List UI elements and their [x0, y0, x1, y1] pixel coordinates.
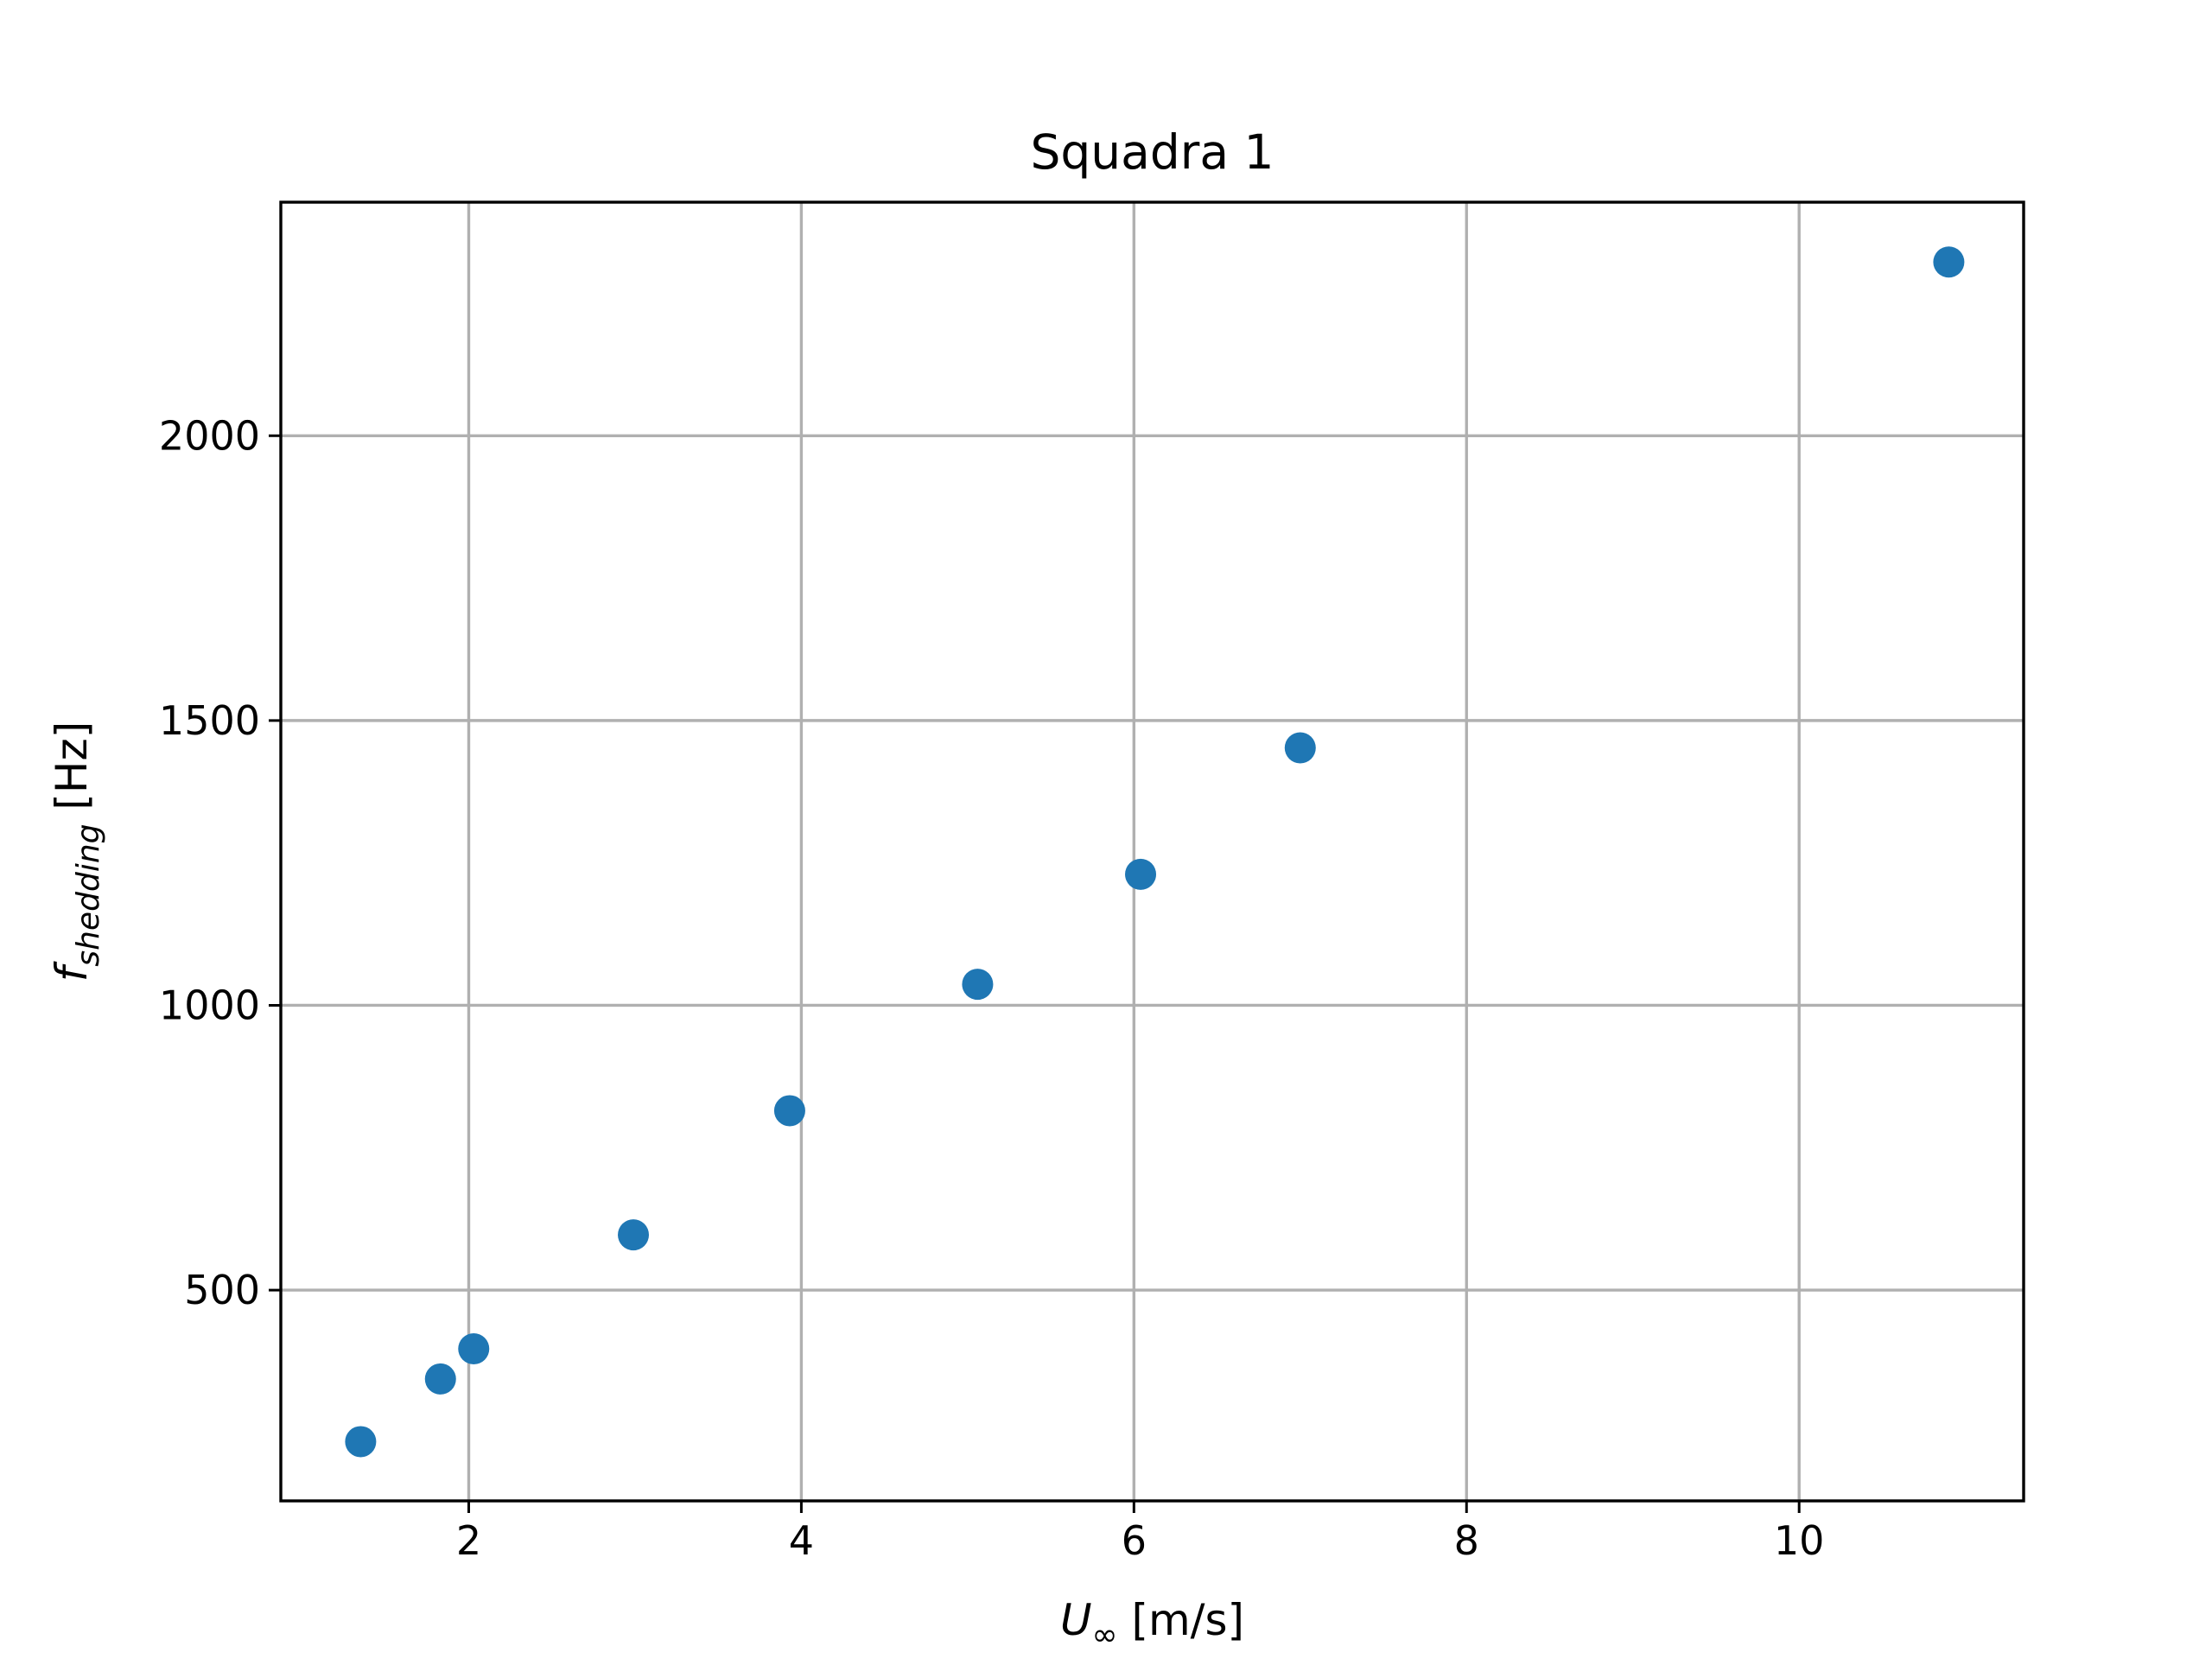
scatter-points [345, 246, 1965, 1458]
data-point [618, 1219, 650, 1251]
data-point [1125, 858, 1157, 890]
data-point [1284, 732, 1316, 764]
data-point [773, 1095, 805, 1127]
axis-ticks: 2 4 6 8 10 500 1000 1500 2000 [159, 412, 1825, 1564]
data-point [458, 1332, 490, 1364]
x-axis-label: U∞ [m/s] [1060, 1595, 1244, 1653]
x-tick-label: 4 [789, 1517, 814, 1564]
y-tick-label: 1500 [159, 697, 260, 744]
plot-frame [279, 200, 2025, 1503]
x-axis-label-subscript: ∞ [1092, 1618, 1118, 1653]
x-axis-label-symbol: U [1060, 1595, 1092, 1645]
y-tick-label: 2000 [159, 412, 260, 459]
x-tick-label: 10 [1774, 1517, 1825, 1564]
chart-title: Squadra 1 [1030, 124, 1274, 180]
y-axis-label-subscript: shedding [71, 824, 106, 967]
data-point [345, 1426, 377, 1458]
y-tick-label: 1000 [159, 982, 260, 1028]
grid [281, 202, 2024, 1501]
data-point [962, 969, 994, 1001]
x-tick-label: 8 [1454, 1517, 1479, 1564]
x-axis-label-unit: [m/s] [1118, 1595, 1245, 1645]
x-tick-label: 2 [456, 1517, 481, 1564]
data-point [1933, 246, 1965, 278]
y-tick-label: 500 [184, 1267, 260, 1313]
y-axis-label-unit: [Hz] [47, 721, 97, 824]
x-tick-label: 6 [1122, 1517, 1147, 1564]
data-point [424, 1363, 456, 1395]
y-axis-label: fshedding [Hz] [47, 721, 106, 982]
